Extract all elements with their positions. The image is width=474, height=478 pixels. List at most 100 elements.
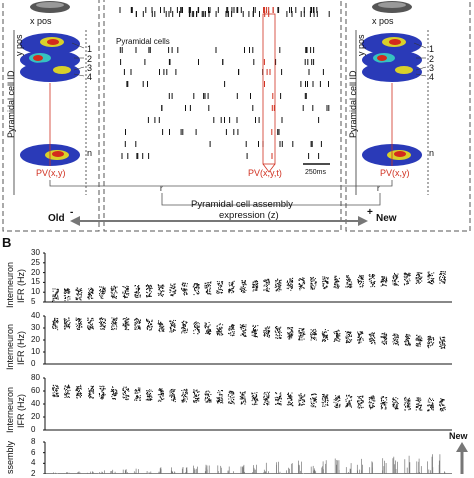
ifr-point (334, 276, 336, 278)
ifr-point (80, 384, 82, 386)
ifr-point (383, 333, 385, 335)
ifr-point (427, 345, 429, 347)
ifr-point (277, 285, 279, 287)
ifr-point (302, 278, 304, 280)
ifr-point (362, 282, 364, 284)
ifr-point (123, 397, 125, 399)
ifr-point (67, 299, 69, 301)
ifr-point (185, 289, 187, 291)
ifr-point (185, 291, 187, 293)
ifr-point (322, 331, 324, 333)
ifr-point (310, 285, 312, 287)
ifr-point (324, 280, 326, 282)
ifr-point (92, 317, 94, 319)
ifr-point (103, 328, 105, 330)
ifr-point (287, 392, 289, 394)
ifr-point (55, 325, 57, 327)
ifr-point (386, 340, 388, 342)
ifr-point (303, 280, 305, 282)
ifr-point (265, 398, 267, 400)
ifr-point (220, 284, 222, 286)
ifr-point (360, 338, 362, 340)
ifr-point (360, 278, 362, 280)
ifr-point (252, 286, 254, 288)
ifr-point (278, 290, 280, 292)
assembly-expression-line1: Pyramidal cell assembly (191, 199, 293, 210)
ifr-point (185, 329, 187, 331)
ifr-point (386, 277, 388, 279)
ifr-point (267, 403, 269, 405)
ifr-point (174, 286, 176, 288)
ifr-point (304, 401, 306, 403)
ifr-point (421, 409, 423, 411)
ifr-point (136, 318, 138, 320)
ifr-point (291, 327, 293, 329)
ifr-point (431, 280, 433, 282)
ifr-point (98, 322, 100, 323)
x-pos-label-right: x pos (372, 16, 394, 26)
ifr-point (291, 404, 293, 406)
ifr-point (101, 320, 103, 322)
ifr-point (139, 388, 141, 390)
ifr-point (218, 289, 220, 291)
ifr-point (182, 329, 184, 331)
ifr-point (91, 292, 93, 294)
ifr-point (134, 391, 136, 393)
ifr-point (216, 290, 218, 292)
ifr-point (140, 399, 141, 401)
ifr-point (324, 399, 326, 400)
ifr-point (196, 400, 197, 402)
ifr-point (233, 396, 235, 398)
ifr-point (291, 327, 293, 328)
ifr-point (100, 388, 102, 390)
ifr-point (386, 280, 388, 282)
ifr-point (280, 337, 282, 339)
ifr-point (256, 280, 258, 282)
ifr-point (280, 404, 282, 406)
ifr-point (357, 400, 358, 402)
ifr-point (421, 272, 423, 274)
ifr-point (112, 319, 114, 321)
ifr-point (269, 334, 270, 336)
ifr-point (441, 401, 443, 403)
ifr-point (122, 295, 124, 297)
ifr-point (392, 281, 394, 283)
ifr-point (346, 279, 348, 281)
ifr-point (290, 282, 292, 284)
ifr-point (417, 344, 419, 346)
ifr-point (65, 298, 66, 299)
ifr-point (373, 400, 375, 402)
ifr-point (288, 401, 290, 403)
ifr-point (218, 284, 220, 286)
ifr-point (112, 287, 114, 289)
ifr-point (374, 340, 376, 342)
ifr-point (192, 392, 194, 393)
ifr-point (126, 388, 128, 390)
ifr-point (427, 343, 429, 345)
ifr-point (64, 291, 66, 293)
ifr-point (351, 399, 352, 401)
ifr-point (372, 405, 373, 407)
ifr-point (208, 329, 210, 331)
ifr-point (218, 283, 220, 285)
ifr-point (407, 273, 409, 275)
ifr-point (278, 396, 280, 398)
ifr-point (77, 318, 79, 320)
ifr-point (136, 397, 138, 399)
ifr-point (441, 341, 443, 343)
ifr-point (256, 282, 258, 284)
ifr-point (198, 398, 200, 400)
ifr-point (393, 334, 395, 336)
ifr-point (147, 399, 149, 401)
ifr-point (264, 333, 266, 335)
ifr-point (134, 324, 136, 326)
ifr-point (310, 288, 312, 290)
ifr-point (92, 387, 94, 389)
ifr-point (359, 331, 361, 333)
ifr-point (216, 281, 218, 283)
ifr-point (52, 395, 54, 397)
ifr-point (145, 285, 147, 286)
ifr-point (172, 391, 174, 393)
ifr-point (418, 278, 420, 280)
ifr-point (339, 396, 340, 398)
